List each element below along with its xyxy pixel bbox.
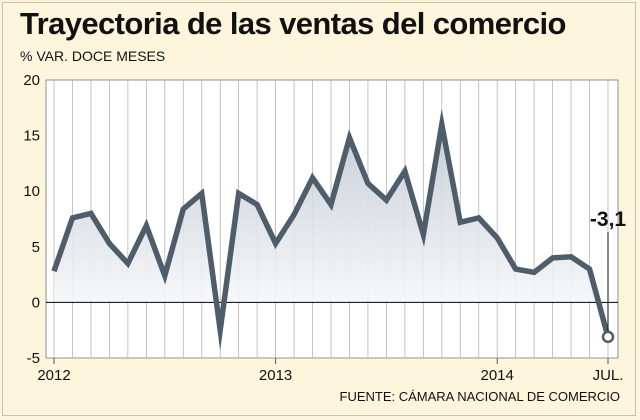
last-point-marker — [601, 330, 615, 344]
y-tick-label: 20 — [23, 72, 40, 89]
chart-frame — [2, 2, 636, 416]
x-tick-label: 2014 — [481, 367, 514, 384]
annotation-label: -3,1 — [590, 208, 627, 231]
series-line — [51, 108, 611, 351]
x-tick-label: JUL. — [593, 367, 624, 384]
y-tick-label: 0 — [32, 294, 40, 311]
chart-title: Trayectoria de las ventas del comercio — [20, 6, 566, 41]
y-tick-label: 15 — [23, 128, 40, 145]
y-tick-label: -5 — [27, 350, 40, 367]
x-tick-label: 2012 — [37, 367, 70, 384]
y-tick-label: 5 — [32, 239, 40, 256]
y-tick-label: 10 — [23, 183, 40, 200]
x-tick-label: 2013 — [259, 367, 292, 384]
chart-subtitle: % VAR. DOCE MESES — [20, 48, 166, 64]
source-note: FUENTE: CÁMARA NACIONAL DE COMERCIO — [339, 389, 621, 404]
series-area — [54, 124, 608, 337]
